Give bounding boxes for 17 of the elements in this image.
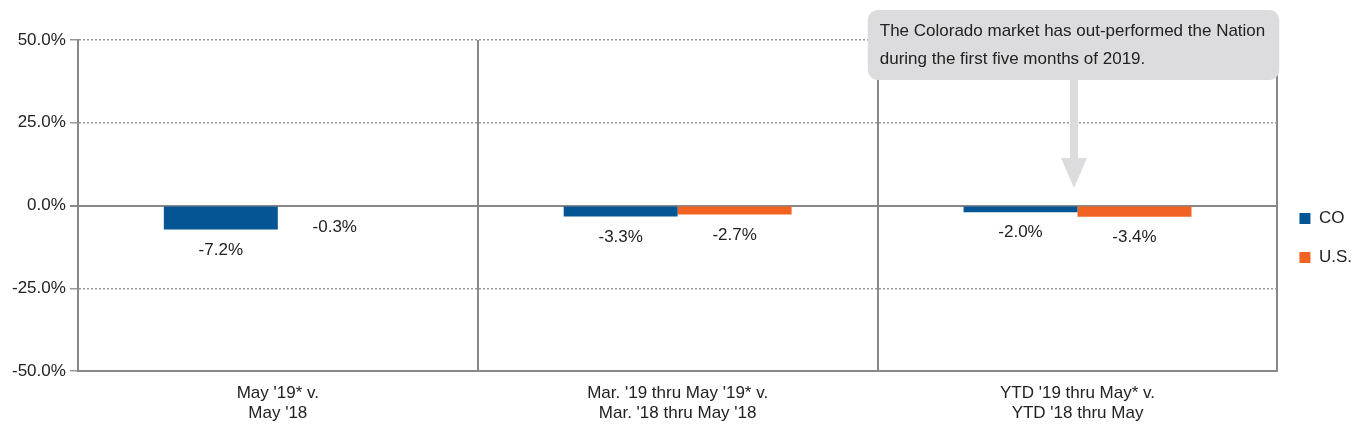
data-label: -2.7% (712, 224, 757, 244)
annotation: The Colorado market has out-performed the Nation during the first five months of 2019. (879, 20, 1266, 68)
data-label: -3.4% (1112, 227, 1157, 247)
data-label: -3.3% (598, 226, 643, 246)
x-tick-label: Mar. '19 thru May '19* v. Mar. '18 thru May '18 (587, 383, 769, 423)
y-tick-label: 25.0% (17, 112, 66, 132)
y-tick-label: 0.0% (27, 195, 66, 215)
x-tick-label: May '19* v. May '18 (236, 383, 319, 423)
x-tick-label: YTD '19 thru May* v. YTD '18 thru May (999, 383, 1156, 423)
legend-label: CO (1318, 208, 1345, 228)
y-tick-label: 50.0% (17, 29, 66, 49)
y-tick-label: -25.0% (11, 278, 66, 298)
y-tick-label: -50.0% (11, 360, 66, 380)
data-label: -7.2% (198, 239, 244, 259)
data-label: -0.3% (312, 216, 357, 236)
data-label: -2.0% (998, 222, 1043, 242)
legend-label: U.S. (1318, 247, 1352, 267)
